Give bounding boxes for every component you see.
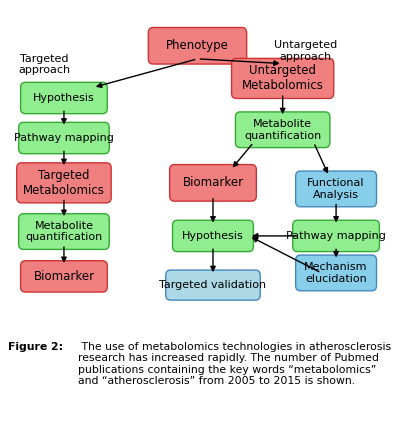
Text: Untargeted
Metabolomics: Untargeted Metabolomics [242, 64, 324, 92]
Text: Phenotype: Phenotype [166, 39, 229, 52]
FancyBboxPatch shape [235, 112, 330, 147]
Text: Pathway mapping: Pathway mapping [14, 133, 114, 143]
Text: Pathway mapping: Pathway mapping [286, 231, 386, 241]
Text: Biomarker: Biomarker [182, 176, 244, 189]
Text: Targeted
Metabolomics: Targeted Metabolomics [23, 169, 105, 197]
FancyBboxPatch shape [19, 123, 109, 154]
Text: The use of metabolomics technologies in atherosclerosis research has increased r: The use of metabolomics technologies in … [77, 342, 391, 386]
FancyBboxPatch shape [231, 59, 334, 99]
Text: Mechanism
elucidation: Mechanism elucidation [304, 262, 368, 284]
Text: Targeted
approach: Targeted approach [19, 54, 71, 75]
FancyBboxPatch shape [19, 214, 109, 250]
Text: Hypothesis: Hypothesis [33, 93, 95, 103]
Text: Targeted validation: Targeted validation [160, 280, 267, 290]
FancyBboxPatch shape [17, 163, 111, 203]
Text: Figure 2:: Figure 2: [8, 342, 63, 352]
Text: Functional
Analysis: Functional Analysis [307, 178, 365, 200]
Text: Hypothesis: Hypothesis [182, 231, 244, 241]
FancyBboxPatch shape [149, 28, 246, 64]
FancyBboxPatch shape [295, 255, 376, 291]
Text: Biomarker: Biomarker [34, 270, 94, 283]
Text: Metabolite
quantification: Metabolite quantification [25, 221, 103, 242]
FancyBboxPatch shape [173, 220, 254, 252]
Text: Untargeted
approach: Untargeted approach [274, 40, 337, 62]
FancyBboxPatch shape [166, 270, 260, 300]
FancyBboxPatch shape [293, 220, 380, 252]
FancyBboxPatch shape [21, 261, 107, 292]
Text: Metabolite
quantification: Metabolite quantification [244, 119, 321, 141]
FancyBboxPatch shape [169, 165, 256, 201]
FancyBboxPatch shape [295, 171, 376, 207]
FancyBboxPatch shape [21, 82, 107, 114]
